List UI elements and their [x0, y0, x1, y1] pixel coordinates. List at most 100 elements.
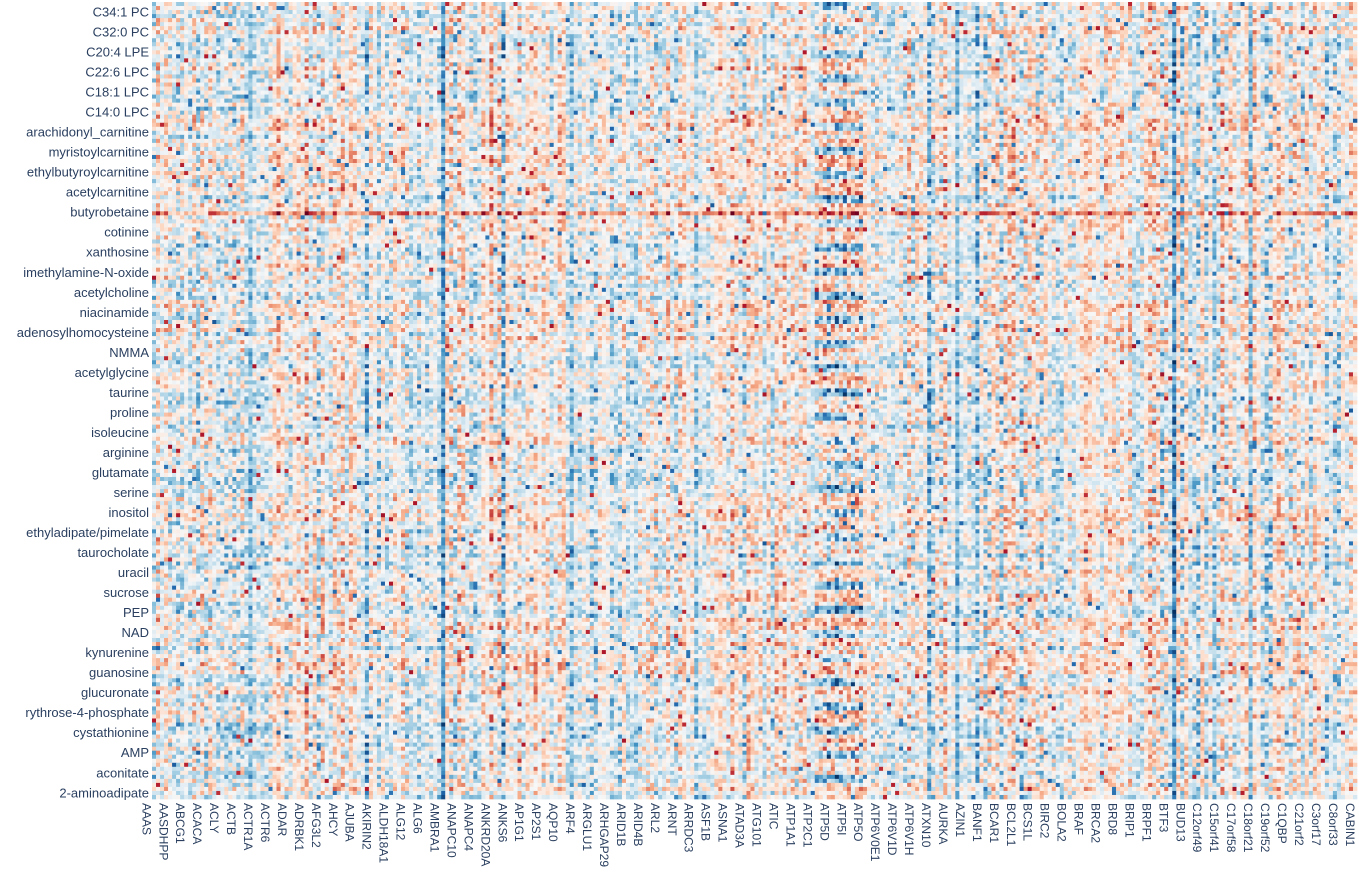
heatmap-cell — [959, 26, 963, 30]
heatmap-cell — [256, 26, 260, 30]
heatmap-cell — [807, 18, 811, 22]
heatmap-cell — [738, 26, 742, 30]
heatmap-cell — [273, 34, 277, 38]
heatmap-cell — [445, 6, 449, 10]
heatmap-cell — [1100, 30, 1104, 34]
heatmap-cell — [722, 34, 726, 38]
heatmap-cell — [473, 6, 477, 10]
heatmap-cell — [281, 38, 285, 42]
heatmap-cell — [899, 6, 903, 10]
heatmap-cell — [1232, 10, 1236, 14]
heatmap-cell — [1164, 34, 1168, 38]
heatmap-cell — [497, 26, 501, 30]
heatmap-cell — [586, 10, 590, 14]
heatmap-cell — [1349, 10, 1353, 14]
heatmap-cell — [220, 10, 224, 14]
heatmap-cell — [1249, 34, 1253, 38]
heatmap-cell — [831, 26, 835, 30]
heatmap-cell — [1204, 26, 1208, 30]
heatmap-cell — [260, 22, 264, 26]
heatmap-cell — [393, 2, 397, 6]
heatmap-cell — [469, 22, 473, 26]
heatmap-cell — [1237, 26, 1241, 30]
heatmap-cell — [1020, 26, 1024, 30]
heatmap-cell — [433, 6, 437, 10]
heatmap-cell — [433, 30, 437, 34]
heatmap-cell — [172, 10, 176, 14]
heatmap-cell — [172, 18, 176, 22]
heatmap-cell — [1008, 10, 1012, 14]
heatmap-cell — [1156, 26, 1160, 30]
heatmap-cell — [240, 14, 244, 18]
heatmap-cell — [1056, 30, 1060, 34]
heatmap-cell — [907, 14, 911, 18]
heatmap-cell — [1237, 10, 1241, 14]
heatmap-cell — [1237, 14, 1241, 18]
heatmap-cell — [622, 18, 626, 22]
heatmap-cell — [449, 18, 453, 22]
heatmap-cell — [1285, 2, 1289, 6]
heatmap-cell — [188, 2, 192, 6]
heatmap-cell — [361, 30, 365, 34]
heatmap-cell — [489, 18, 493, 22]
heatmap-cell — [799, 14, 803, 18]
heatmap-cell — [570, 2, 574, 6]
heatmap-cell — [891, 22, 895, 26]
heatmap-cell — [373, 26, 377, 30]
heatmap-cell — [1269, 6, 1273, 10]
heatmap-cell — [1024, 18, 1028, 22]
heatmap-cell — [1277, 34, 1281, 38]
heatmap-cell — [1216, 14, 1220, 18]
heatmap-cell — [252, 22, 256, 26]
heatmap-cell — [522, 18, 526, 22]
heatmap-cell — [1313, 10, 1317, 14]
heatmap-cell — [1172, 26, 1176, 30]
heatmap-cell — [1212, 22, 1216, 26]
heatmap-cell — [526, 14, 530, 18]
heatmap-cell — [598, 30, 602, 34]
heatmap-cell — [694, 6, 698, 10]
heatmap-cell — [867, 26, 871, 30]
heatmap-cell — [634, 26, 638, 30]
heatmap-cell — [1096, 22, 1100, 26]
heatmap-cell — [1060, 30, 1064, 34]
heatmap-cell — [1305, 30, 1309, 34]
heatmap-cell — [289, 6, 293, 10]
heatmap-cell — [831, 2, 835, 6]
heatmap-cell — [646, 30, 650, 34]
heatmap-cell — [694, 18, 698, 22]
heatmap-cell — [1128, 2, 1132, 6]
heatmap-cell — [1345, 22, 1349, 26]
heatmap-cell — [911, 14, 915, 18]
heatmap-cell — [586, 2, 590, 6]
heatmap-cell — [321, 26, 325, 30]
heatmap-cell — [349, 6, 353, 10]
heatmap-cell — [457, 2, 461, 6]
heatmap-cell — [1140, 22, 1144, 26]
heatmap-cell — [1345, 18, 1349, 22]
heatmap-cell — [485, 34, 489, 38]
heatmap-cell — [891, 2, 895, 6]
heatmap-cell — [823, 30, 827, 34]
heatmap-cell — [1305, 6, 1309, 10]
heatmap-cell — [273, 6, 277, 10]
heatmap-cell — [803, 18, 807, 22]
heatmap-cell — [963, 6, 967, 10]
heatmap-cell — [273, 30, 277, 34]
heatmap-cell — [264, 30, 268, 34]
heatmap-cell — [277, 22, 281, 26]
heatmap-cell — [927, 10, 931, 14]
heatmap-cell — [530, 6, 534, 10]
heatmap-cell — [554, 6, 558, 10]
heatmap-cell — [240, 38, 244, 42]
heatmap-cell — [160, 14, 164, 18]
heatmap-cell — [232, 22, 236, 26]
heatmap-cell — [277, 26, 281, 30]
heatmap-cell — [542, 22, 546, 26]
heatmap-cell — [839, 2, 843, 6]
heatmap-cell — [240, 30, 244, 34]
heatmap-cell — [1301, 22, 1305, 26]
heatmap-cell — [453, 34, 457, 38]
heatmap-cell — [803, 6, 807, 10]
